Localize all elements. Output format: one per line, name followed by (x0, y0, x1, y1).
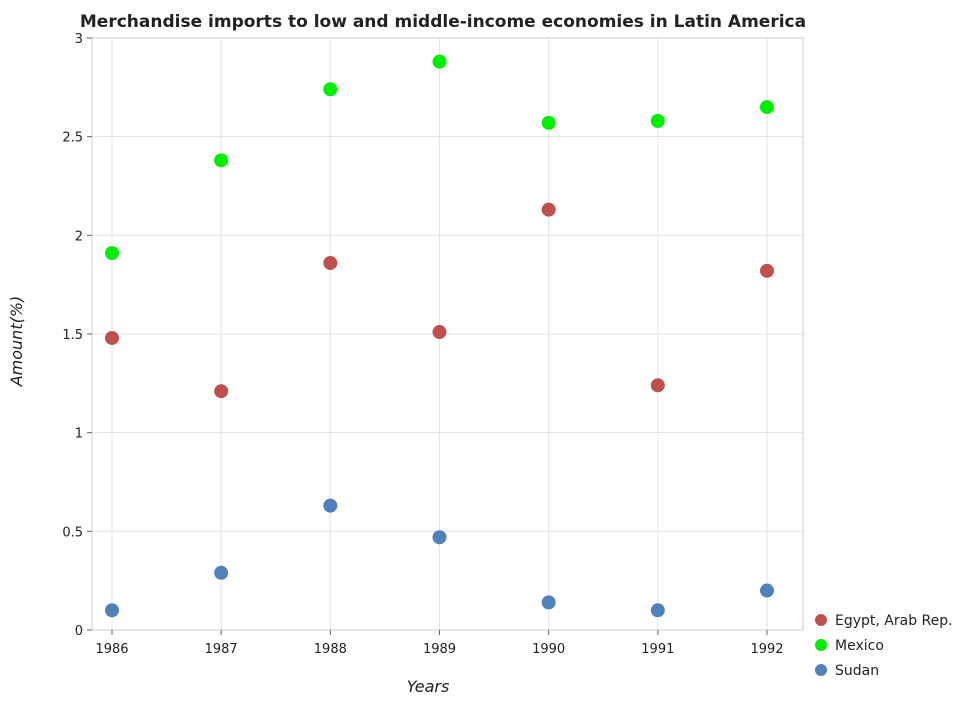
x-axis-label: Years (407, 677, 450, 696)
chart-title: Merchandise imports to low and middle-in… (80, 12, 806, 32)
point-sudan-1989 (432, 530, 447, 545)
point-mexico-1991 (650, 113, 665, 128)
y-axis-ticks: 0 0.5 1 1.5 2 2.5 3 (62, 32, 92, 639)
x-tick-label: 1992 (750, 642, 783, 657)
point-egypt-arab-rep-1989 (432, 325, 447, 340)
legend-label-mexico: Mexico (835, 638, 884, 654)
y-tick-label: 0.5 (62, 525, 83, 540)
point-mexico-1992 (760, 100, 774, 115)
x-tick-label: 1990 (532, 642, 565, 657)
point-mexico-1986 (105, 246, 119, 261)
point-sudan-1986 (105, 603, 119, 618)
legend-marker-egypt-arab-rep (815, 614, 827, 626)
x-tick-label: 1986 (95, 642, 128, 657)
data-points (105, 54, 774, 618)
point-mexico-1987 (214, 153, 229, 168)
point-egypt-arab-rep-1986 (105, 330, 119, 345)
point-sudan-1987 (214, 565, 229, 580)
point-mexico-1988 (323, 82, 338, 97)
point-egypt-arab-rep-1987 (214, 384, 229, 399)
legend: Egypt, Arab Rep. Mexico Sudan (815, 613, 953, 679)
x-tick-label: 1988 (314, 642, 347, 657)
point-egypt-arab-rep-1990 (541, 202, 556, 217)
legend-label-sudan: Sudan (835, 663, 879, 679)
y-tick-label: 0 (75, 624, 83, 639)
y-tick-label: 2 (75, 229, 83, 244)
x-tick-label: 1989 (423, 642, 456, 657)
legend-marker-mexico (815, 639, 827, 651)
y-tick-label: 1 (75, 427, 83, 442)
point-egypt-arab-rep-1988 (323, 255, 338, 270)
y-tick-label: 1.5 (62, 328, 83, 343)
point-mexico-1990 (541, 115, 556, 130)
x-axis-ticks: 1986 1987 1988 1989 1990 1991 1992 (95, 630, 784, 657)
point-egypt-arab-rep-1992 (760, 263, 774, 278)
point-sudan-1991 (650, 603, 665, 618)
x-tick-label: 1991 (641, 642, 674, 657)
point-egypt-arab-rep-1991 (650, 378, 665, 393)
grid (92, 37, 803, 631)
legend-label-egypt-arab-rep: Egypt, Arab Rep. (835, 613, 953, 629)
legend-marker-sudan (815, 664, 827, 676)
x-tick-label: 1987 (205, 642, 238, 657)
y-tick-label: 3 (75, 32, 83, 47)
y-tick-label: 2.5 (62, 131, 83, 146)
point-sudan-1988 (323, 498, 338, 513)
point-sudan-1992 (760, 583, 774, 598)
y-axis-label: Amount(%) (7, 296, 26, 388)
point-mexico-1989 (432, 54, 447, 69)
point-sudan-1990 (541, 595, 556, 610)
